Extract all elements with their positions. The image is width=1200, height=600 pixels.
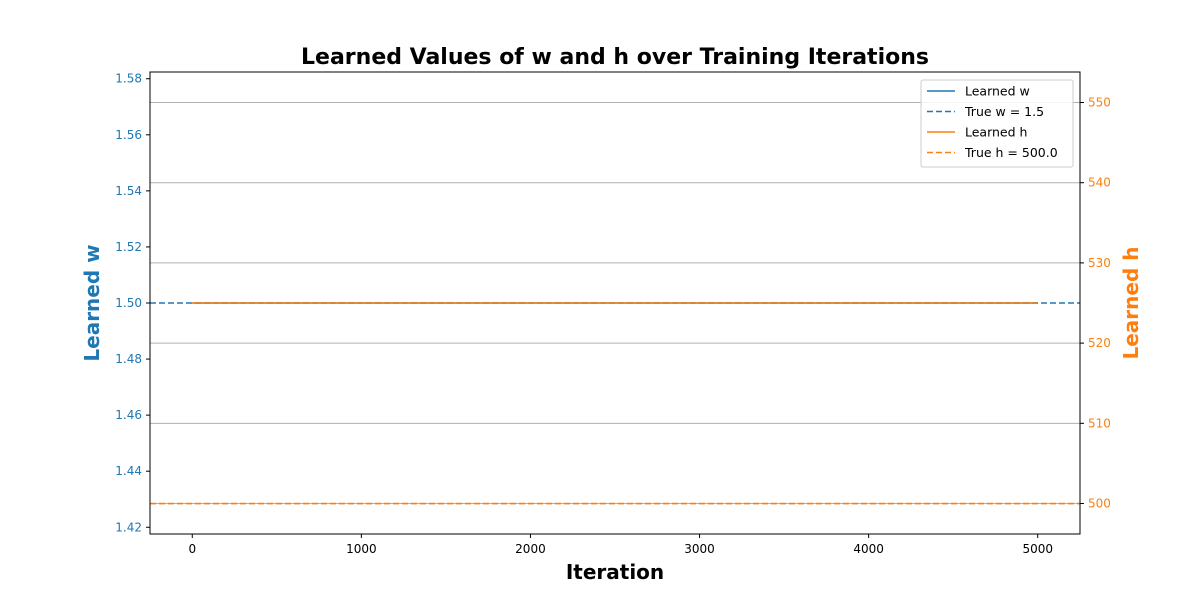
left-y-tick-label: 1.58 xyxy=(115,72,142,86)
left-y-tick-label: 1.56 xyxy=(115,128,142,142)
legend-label: Learned h xyxy=(965,125,1027,140)
x-tick-label: 1000 xyxy=(346,542,377,556)
left-y-tick-label: 1.46 xyxy=(115,408,142,422)
left-y-tick-label: 1.44 xyxy=(115,464,142,478)
right-y-tick-label: 520 xyxy=(1088,336,1111,350)
x-tick-label: 2000 xyxy=(515,542,546,556)
chart-title: Learned Values of w and h over Training … xyxy=(301,45,929,70)
x-tick-label: 0 xyxy=(188,542,196,556)
x-axis-label: Iteration xyxy=(566,560,664,584)
x-axis: 0 1000 2000 3000 4000 5000 xyxy=(188,534,1053,556)
legend-label: Learned w xyxy=(965,84,1030,99)
series-lines xyxy=(150,302,1080,505)
x-tick-label: 3000 xyxy=(684,542,715,556)
left-y-tick-label: 1.48 xyxy=(115,352,142,366)
right-y-tick-label: 510 xyxy=(1088,416,1111,430)
left-y-tick-label: 1.54 xyxy=(115,184,142,198)
legend: Learned w True w = 1.5 Learned h True h = 5… xyxy=(920,79,1074,168)
legend-label: True h = 500.0 xyxy=(964,145,1058,160)
right-y-axis: 500 510 520 530 540 550 xyxy=(1080,95,1111,511)
x-tick-label: 4000 xyxy=(853,542,884,556)
right-y-tick-label: 500 xyxy=(1088,497,1111,511)
left-y-tick-label: 1.50 xyxy=(115,296,142,310)
legend-label: True w = 1.5 xyxy=(964,104,1044,119)
left-y-tick-label: 1.52 xyxy=(115,240,142,254)
right-y-tick-label: 540 xyxy=(1088,176,1111,190)
x-tick-label: 5000 xyxy=(1022,542,1053,556)
legend-box xyxy=(920,79,1074,168)
left-y-axis-label: Learned w xyxy=(80,244,104,361)
right-y-axis-label: Learned h xyxy=(1119,247,1143,360)
right-y-tick-label: 530 xyxy=(1088,256,1111,270)
left-y-tick-label: 1.42 xyxy=(115,520,142,534)
left-y-axis: 1.42 1.44 1.46 1.48 1.50 1.52 1.54 1.56 1.58 xyxy=(115,72,150,534)
right-y-tick-label: 550 xyxy=(1088,95,1111,109)
